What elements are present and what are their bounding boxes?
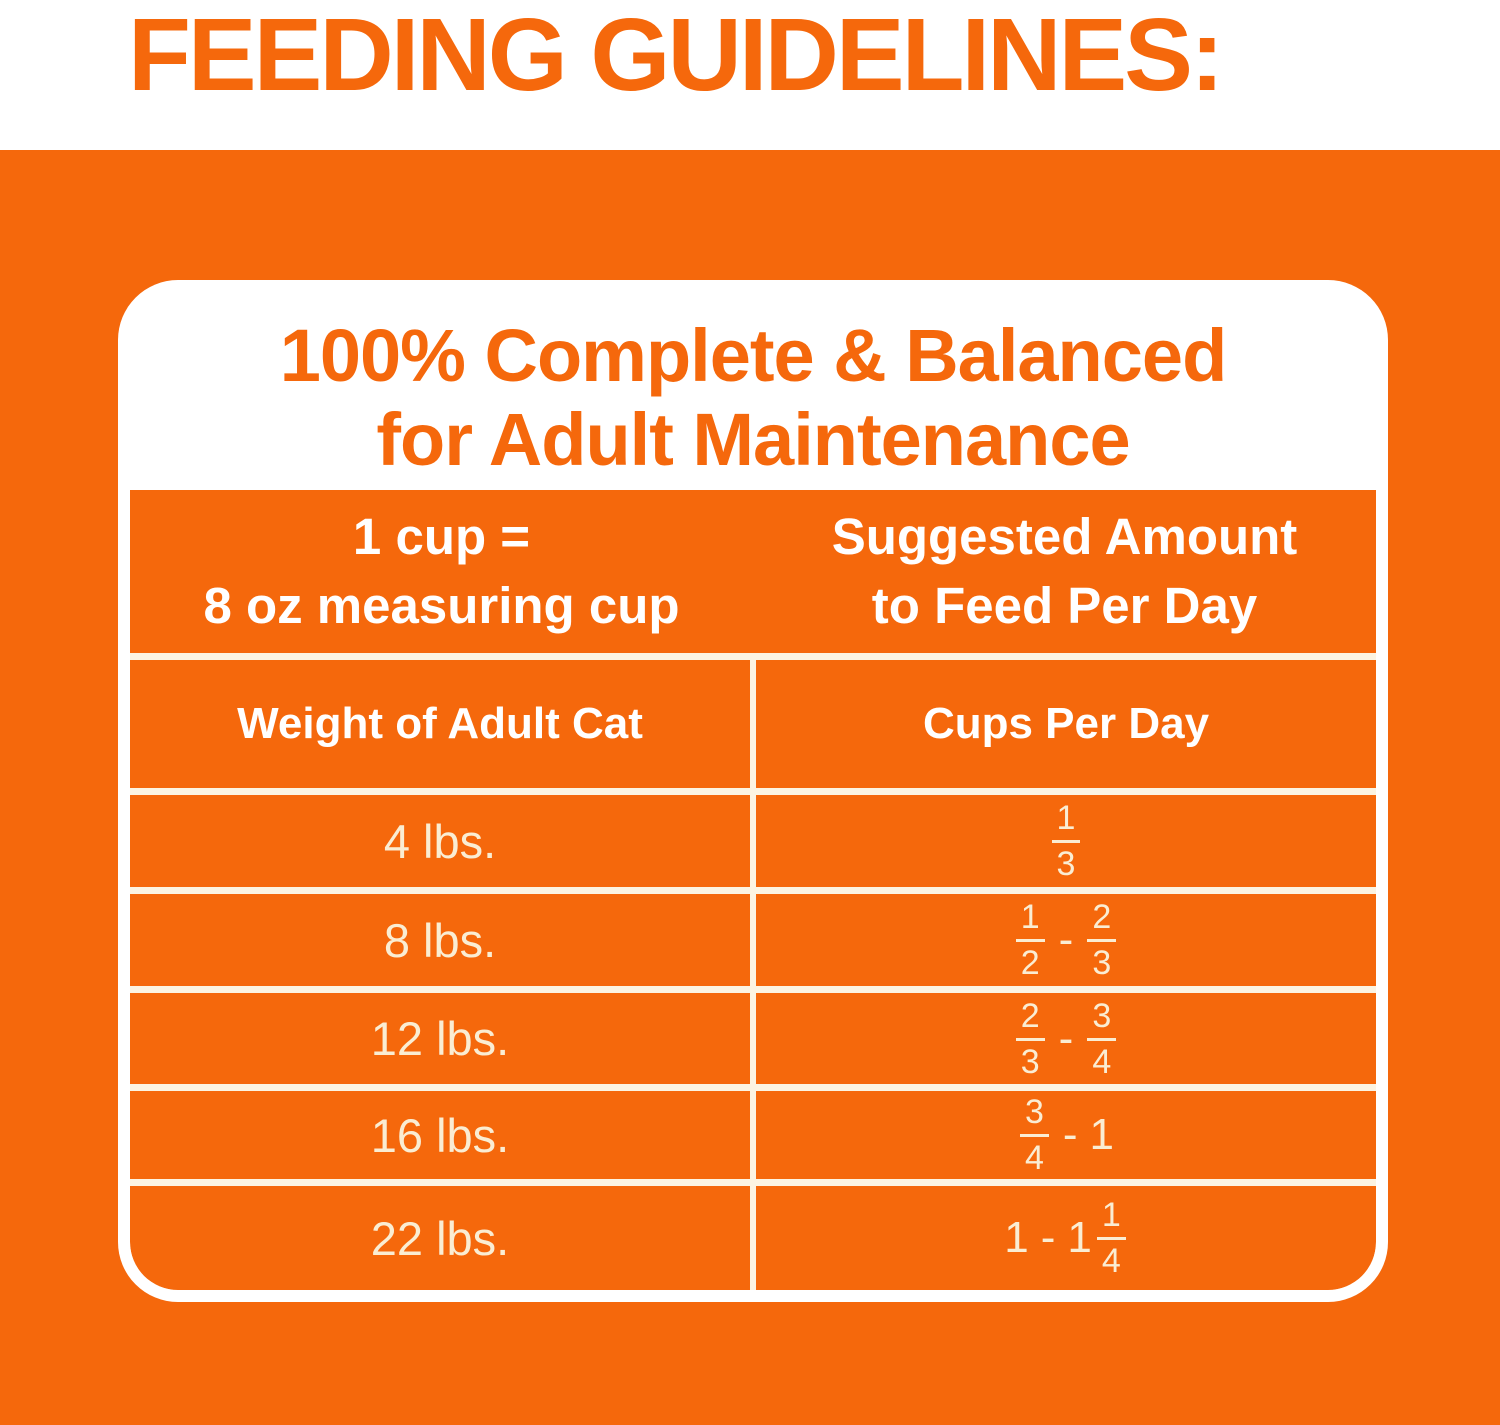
- header-suggested-amount-line-1: Suggested Amount: [831, 508, 1298, 566]
- header-suggested-amount: Suggested Amount to Feed Per Day: [753, 490, 1376, 653]
- fraction-numerator: 1: [1096, 1198, 1126, 1240]
- card-heading-line-1: 100% Complete & Balanced: [279, 314, 1228, 397]
- table-row-weight-cell: 12 lbs.: [130, 993, 750, 1084]
- column-header-weight-label: Weight of Adult Cat: [237, 699, 643, 748]
- weight-value: 22 lbs.: [370, 1211, 510, 1265]
- column-header-weight: Weight of Adult Cat: [130, 660, 750, 788]
- fraction-numerator: 1: [1051, 801, 1081, 843]
- card-heading-line-2: for Adult Maintenance: [376, 397, 1130, 481]
- feeding-table: 1 cup = 8 oz measuring cup Suggested Amo…: [130, 490, 1376, 1290]
- fraction-numerator: 2: [1015, 999, 1045, 1041]
- fraction-denominator: 3: [1020, 1042, 1040, 1081]
- table-row-weight-cell: 16 lbs.: [130, 1091, 750, 1179]
- feeding-card: 100% Complete & Balanced for Adult Maint…: [118, 280, 1388, 1302]
- fraction-numerator: 1: [1015, 900, 1045, 942]
- whole-number: 1: [1067, 1213, 1092, 1262]
- fraction-denominator: 4: [1024, 1139, 1044, 1177]
- fraction-denominator: 3: [1092, 944, 1112, 982]
- weight-value: 8 lbs.: [383, 913, 497, 967]
- fraction-numerator: 3: [1019, 1095, 1049, 1137]
- header-suggested-amount-line-2: to Feed Per Day: [871, 576, 1258, 634]
- range-dash: -: [1062, 1110, 1078, 1159]
- top-band: FEEDING GUIDELINES:: [0, 0, 1500, 150]
- whole-number: 1: [1089, 1110, 1115, 1159]
- header-cup-definition-line-1: 1 cup =: [352, 508, 531, 566]
- weight-value: 16 lbs.: [370, 1108, 510, 1162]
- header-cup-definition: 1 cup = 8 oz measuring cup: [130, 490, 753, 653]
- page-title: FEEDING GUIDELINES:: [128, 0, 1224, 112]
- fraction-numerator: 3: [1087, 999, 1117, 1041]
- whole-number: 1: [1004, 1213, 1029, 1262]
- fraction-denominator: 4: [1101, 1242, 1121, 1280]
- fraction-denominator: 3: [1056, 845, 1076, 883]
- range-dash: -: [1058, 1013, 1074, 1063]
- column-header-cups: Cups Per Day: [756, 660, 1376, 788]
- header-cup-definition-line-2: 8 oz measuring cup: [203, 576, 680, 634]
- weight-value: 12 lbs.: [370, 1012, 510, 1065]
- fraction-numerator: 2: [1087, 900, 1117, 942]
- table-row-weight-cell: 8 lbs.: [130, 894, 750, 986]
- table-header-band: 1 cup = 8 oz measuring cup Suggested Amo…: [130, 490, 1376, 653]
- table-row-weight-cell: 22 lbs.: [130, 1186, 750, 1290]
- card-heading: 100% Complete & Balanced for Adult Maint…: [118, 280, 1388, 490]
- weight-value: 4 lbs.: [383, 814, 497, 868]
- fraction-denominator: 4: [1092, 1042, 1112, 1081]
- table-row-weight-cell: 4 lbs.: [130, 795, 750, 887]
- fraction-denominator: 2: [1020, 944, 1040, 982]
- range-dash: -: [1058, 915, 1074, 964]
- range-dash: -: [1040, 1213, 1056, 1262]
- column-header-cups-label: Cups Per Day: [922, 699, 1210, 748]
